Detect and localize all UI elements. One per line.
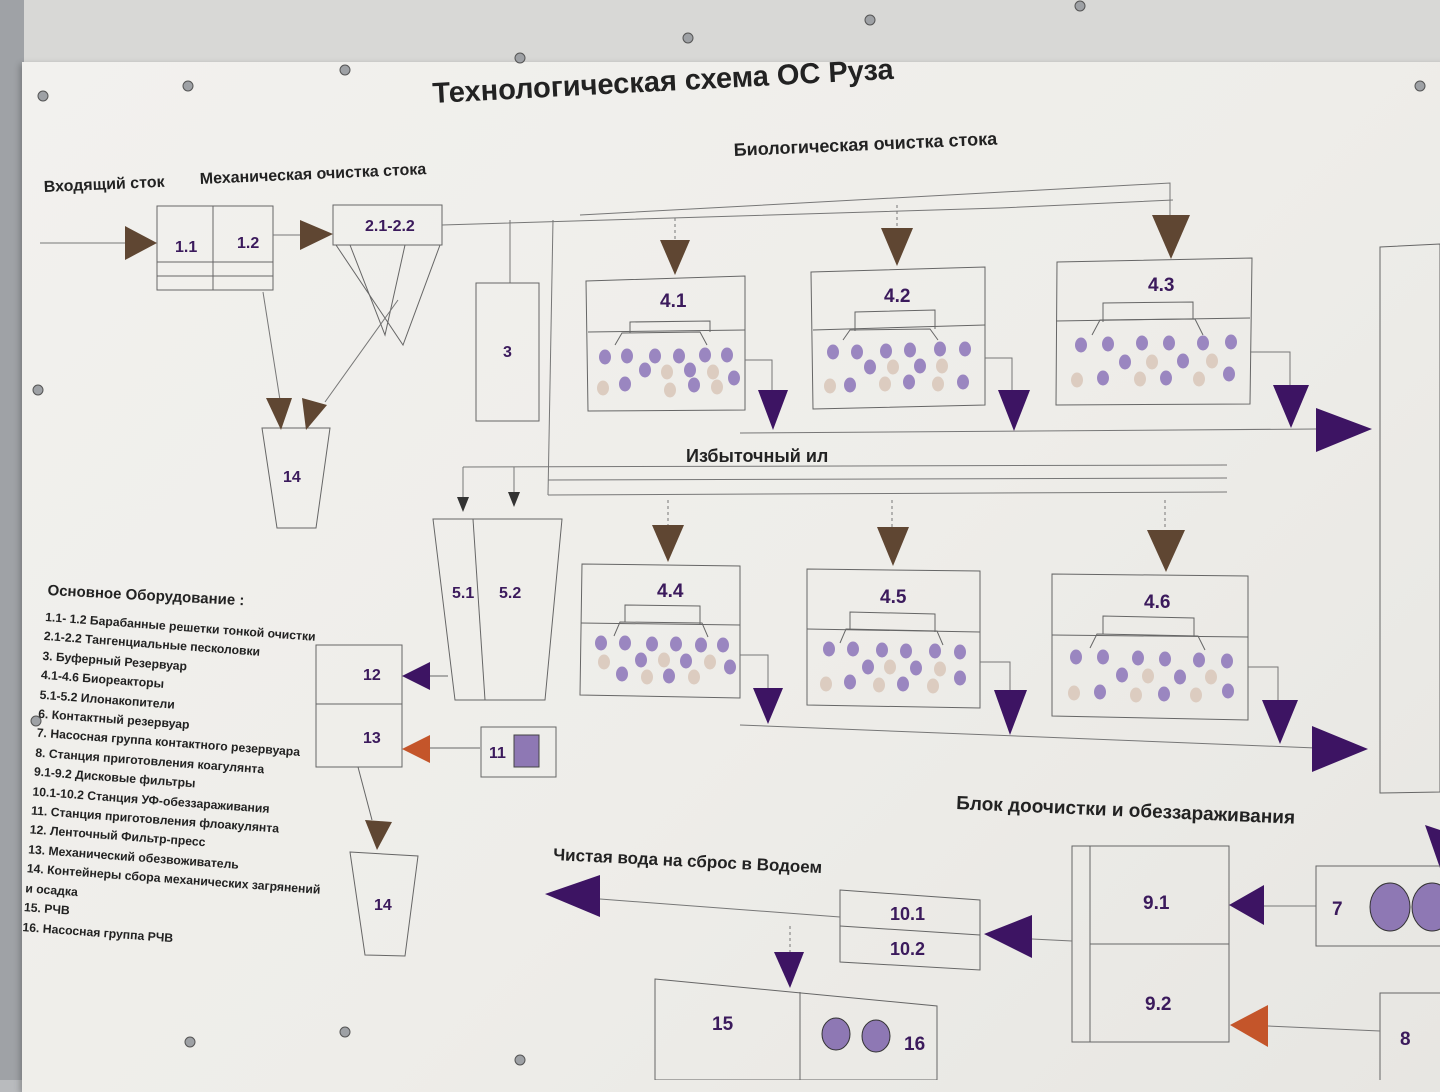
buffer-tank	[475, 282, 540, 422]
uv-station-unit	[839, 889, 981, 971]
arrow-into-9-1	[1229, 885, 1264, 925]
screen-unit-1-1-1-2	[156, 205, 274, 291]
arrow-into-10	[984, 915, 1032, 958]
unit-4-1: 4.1	[660, 291, 687, 312]
arrow-into-15	[774, 952, 804, 988]
pump-16-b	[861, 1019, 891, 1053]
excess-sludge-label: Избыточный ил	[686, 446, 828, 466]
clean-water-tank-unit	[654, 978, 938, 1080]
arrow-into-13	[402, 735, 430, 763]
sludge-thickener-unit	[432, 518, 563, 701]
arrow-into-12	[402, 662, 430, 690]
unit-15: 15	[712, 1014, 734, 1035]
press-unit-12-13	[315, 644, 480, 821]
reagent-tank-icon	[513, 734, 540, 768]
bioreactor-4-1	[585, 275, 746, 412]
unit-10-1: 10.1	[890, 904, 925, 924]
main-flow-lines	[262, 182, 1228, 497]
unit-13: 13	[363, 730, 381, 747]
unit-4-2: 4.2	[884, 286, 910, 307]
unit-8: 8	[1400, 1029, 1411, 1050]
clean-water-line	[599, 898, 841, 918]
mechanical-label: Механическая очистка стока	[199, 161, 426, 188]
clean-water-arrow	[545, 875, 600, 917]
post-treatment-label: Блок доочистки и обеззараживания	[956, 793, 1296, 829]
unit-11: 11	[489, 745, 506, 762]
unit-10-2: 10.2	[890, 939, 925, 959]
bioreactor-4-2	[810, 266, 986, 410]
coagulant-station-8	[1379, 992, 1440, 1080]
bioreactor-4-6	[1051, 573, 1249, 721]
unit-5-2: 5.2	[499, 585, 521, 602]
unit-5-1: 5.1	[452, 585, 474, 602]
unit-1-2: 1.2	[237, 235, 259, 252]
clean-water-label: Чистая вода на сброс в Водоем	[553, 845, 823, 877]
unit-4-4: 4.4	[657, 581, 684, 602]
bioreactor-4-5	[806, 568, 981, 709]
bioreactor-outflow	[739, 351, 1372, 772]
arrow-into-14-bottom	[365, 820, 392, 850]
wall-left	[0, 0, 24, 1080]
unit-7: 7	[1332, 899, 1343, 920]
biological-label: Биологическая очистка стока	[733, 128, 998, 160]
unit-4-3: 4.3	[1148, 275, 1174, 296]
unit-9-2: 9.2	[1145, 994, 1171, 1015]
diagram-title: Технологическая схема ОС Руза	[432, 54, 896, 110]
unit-9-1: 9.1	[1143, 893, 1170, 914]
unit-16: 16	[904, 1034, 925, 1055]
unit-3: 3	[503, 344, 512, 361]
unit-12: 12	[363, 667, 381, 684]
flocculant-station	[480, 726, 557, 778]
inlet-arrow	[125, 226, 157, 260]
poster-screws	[30, 0, 1426, 1066]
unit-14-bottom: 14	[374, 897, 392, 914]
arrow-into-9-2	[1230, 1005, 1268, 1047]
equipment-legend: 1.1- 1.2 Барабанные решетки тонкой очист…	[22, 608, 345, 959]
unit-1-1: 1.1	[175, 239, 197, 256]
pump-16-a	[821, 1017, 851, 1051]
arrow-into-5-2	[508, 492, 520, 507]
bioreactor-4-3	[1055, 257, 1253, 406]
incoming-label: Входящий сток	[43, 174, 165, 196]
disc-filter-unit	[1071, 845, 1230, 1043]
arrow-into-14-left	[266, 398, 292, 430]
arrow-into-14-right	[302, 398, 327, 430]
unit-14-top: 14	[283, 469, 301, 486]
unit-4-6: 4.6	[1144, 592, 1170, 613]
arrow-into-5-1	[457, 497, 469, 512]
container-14-bottom	[349, 851, 419, 957]
contact-reservoir	[1379, 243, 1440, 794]
bioreactor-inflow-arrows	[652, 183, 1190, 572]
arrow-from-reservoir	[1425, 825, 1440, 868]
link-9-to-10	[1031, 938, 1073, 942]
bioreactor-4-4	[579, 563, 741, 699]
unit-2-1-2-2: 2.1-2.2	[365, 218, 415, 235]
arrow-to-sand-trap	[300, 220, 333, 250]
unit-4-5: 4.5	[880, 587, 907, 608]
poster-background	[22, 62, 1440, 1092]
wall-top	[0, 0, 1440, 72]
link-8-to-9	[1267, 1025, 1381, 1032]
pump-group-7	[1315, 865, 1440, 947]
